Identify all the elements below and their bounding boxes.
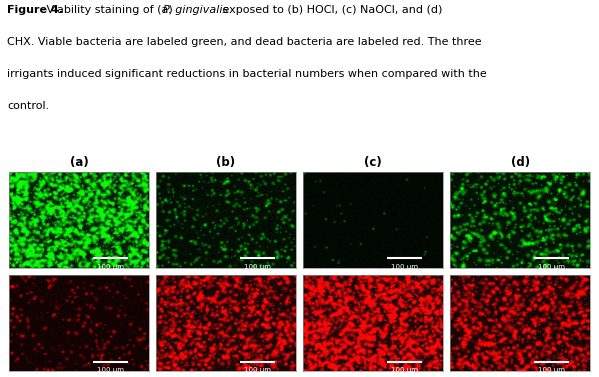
Text: control.: control. [7,101,50,111]
Text: exposed to (b) HOCl, (c) NaOCl, and (d): exposed to (b) HOCl, (c) NaOCl, and (d) [219,5,442,15]
Text: 100 μm: 100 μm [391,264,418,270]
Text: 100 μm: 100 μm [244,368,271,374]
Text: (c): (c) [364,156,382,169]
Text: 100 μm: 100 μm [391,368,418,374]
Text: irrigants induced significant reductions in bacterial numbers when compared with: irrigants induced significant reductions… [7,69,487,79]
Text: P. gingivalis: P. gingivalis [163,5,228,15]
Text: CHX. Viable bacteria are labeled green, and dead bacteria are labeled red. The t: CHX. Viable bacteria are labeled green, … [7,37,482,47]
Text: 100 μm: 100 μm [97,368,124,374]
Text: 100 μm: 100 μm [538,368,565,374]
Text: 100 μm: 100 μm [538,264,565,270]
Text: 100 μm: 100 μm [97,264,124,270]
Text: (d): (d) [510,156,530,169]
Text: Figure 4.: Figure 4. [7,5,63,15]
Text: 100 μm: 100 μm [244,264,271,270]
Text: Viability staining of (a): Viability staining of (a) [43,5,176,15]
Text: (b): (b) [216,156,235,169]
Text: (a): (a) [69,156,88,169]
